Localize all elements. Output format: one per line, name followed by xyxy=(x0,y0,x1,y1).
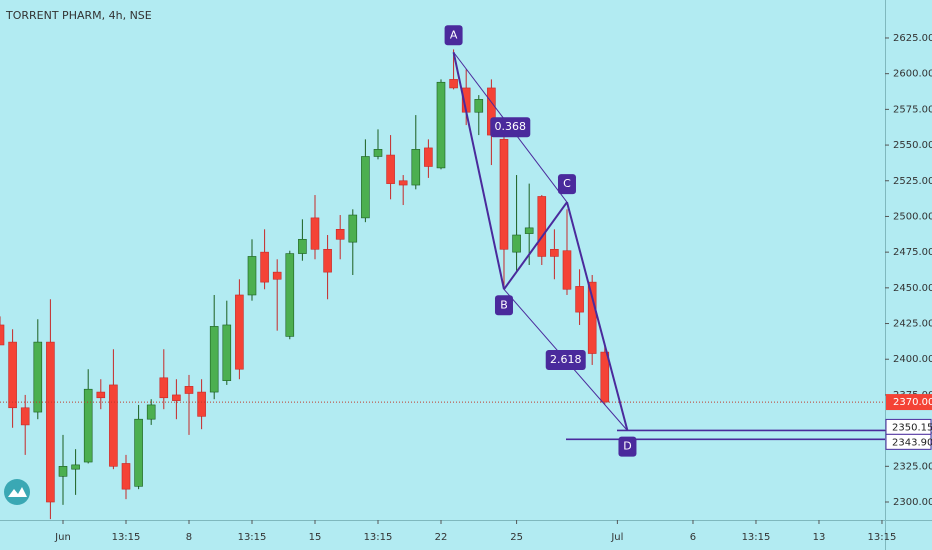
candle-body xyxy=(58,466,68,477)
pattern-leg xyxy=(566,201,629,431)
pattern-point-box xyxy=(494,295,513,316)
candle-body xyxy=(121,463,131,490)
candle-body xyxy=(373,149,383,157)
candle-body xyxy=(348,214,358,243)
x-tick-label: 6 xyxy=(690,532,696,543)
candle-body xyxy=(159,377,169,399)
candle-body xyxy=(386,154,395,184)
logo-circle xyxy=(4,479,30,505)
candle-body xyxy=(474,99,484,113)
chart-title: TORRENT PHARM, 4h, NSE xyxy=(5,9,152,22)
y-tick-label: 2625.00 xyxy=(893,33,932,44)
last-price-label: 2370.00 xyxy=(893,397,932,408)
candle-body xyxy=(96,391,106,399)
ratio-label: 0.368 xyxy=(495,120,527,133)
candle-body xyxy=(562,250,572,290)
candle-body xyxy=(600,351,610,403)
candle-body xyxy=(524,227,534,234)
candle-body xyxy=(424,147,433,167)
candle-body xyxy=(172,394,181,401)
candle-body xyxy=(499,139,509,250)
candle-body xyxy=(184,386,194,394)
pattern-point-label: C xyxy=(563,177,571,190)
candle-body xyxy=(209,326,219,393)
y-tick-label: 2575.00 xyxy=(893,104,932,115)
pattern-point-label: A xyxy=(450,28,458,41)
x-tick-label: 13:15 xyxy=(364,532,393,543)
pattern-point-box xyxy=(557,174,576,195)
x-tick-label: 25 xyxy=(510,532,523,543)
pattern-leg xyxy=(503,201,568,290)
last-price-box xyxy=(886,394,932,411)
y-tick-label: 2525.00 xyxy=(893,176,932,187)
x-tick-label: 22 xyxy=(435,532,448,543)
candle-body xyxy=(310,217,320,250)
candle-body xyxy=(398,180,408,186)
candle-body xyxy=(20,407,30,426)
candle-body xyxy=(235,294,244,370)
candle-body xyxy=(260,251,269,283)
level-label: 2343.90 xyxy=(892,437,932,448)
ratio-box xyxy=(545,349,586,370)
y-tick-label: 2325.00 xyxy=(893,461,932,472)
ratio-label: 2.618 xyxy=(550,353,582,366)
y-tick-label: 2400.00 xyxy=(893,354,932,365)
x-tick-label: 13:15 xyxy=(112,532,141,543)
x-tick-label: 13:15 xyxy=(868,532,897,543)
x-tick-label: Jun xyxy=(54,532,71,543)
candle-body xyxy=(323,248,332,273)
candle-body xyxy=(575,286,584,313)
candle-body xyxy=(0,324,5,346)
candle-body xyxy=(46,341,55,503)
level-label: 2350.15 xyxy=(892,422,932,433)
candle-body xyxy=(587,281,597,354)
pattern-point-box xyxy=(444,25,463,46)
x-tick-label: 13:15 xyxy=(238,532,267,543)
candle-body xyxy=(71,464,80,470)
candle-body xyxy=(8,341,17,409)
candle-body xyxy=(298,238,307,254)
candle-body xyxy=(537,196,547,257)
y-tick-label: 2425.00 xyxy=(893,319,932,330)
y-tick-label: 2300.00 xyxy=(893,497,932,508)
candle-body xyxy=(197,391,206,417)
x-tick-label: 8 xyxy=(186,532,192,543)
candle-body xyxy=(411,149,421,186)
candle-body xyxy=(361,156,370,219)
candle-body xyxy=(146,404,156,420)
candle-body xyxy=(134,418,143,487)
logo xyxy=(4,479,30,505)
pattern-point-label: B xyxy=(500,298,508,311)
ratio-box xyxy=(490,117,531,138)
pattern-point-label: D xyxy=(623,440,631,453)
y-tick-label: 2600.00 xyxy=(893,69,932,80)
candle-body xyxy=(550,248,559,257)
candle-body xyxy=(272,271,282,280)
y-tick-label: 2500.00 xyxy=(893,211,932,222)
candle-body xyxy=(109,384,118,467)
candle-body xyxy=(247,256,257,296)
pattern-leg xyxy=(452,52,505,290)
candle-body xyxy=(512,234,521,253)
candle-body xyxy=(436,81,446,169)
candle-body xyxy=(449,79,458,89)
candle-body xyxy=(33,341,43,413)
pattern-point-box xyxy=(618,436,637,457)
y-tick-label: 2550.00 xyxy=(893,140,932,151)
candle-body xyxy=(335,229,345,240)
candle-body xyxy=(83,388,93,463)
y-tick-label: 2450.00 xyxy=(893,283,932,294)
candle-body xyxy=(222,324,232,381)
x-tick-label: 13:15 xyxy=(742,532,771,543)
x-tick-label: 15 xyxy=(309,532,322,543)
logo-icon xyxy=(8,487,27,497)
x-tick-label: Jul xyxy=(610,532,623,543)
y-tick-label: 2475.00 xyxy=(893,247,932,258)
candle-body xyxy=(285,253,295,337)
level-box xyxy=(885,433,932,450)
x-tick-label: 13 xyxy=(813,532,826,543)
